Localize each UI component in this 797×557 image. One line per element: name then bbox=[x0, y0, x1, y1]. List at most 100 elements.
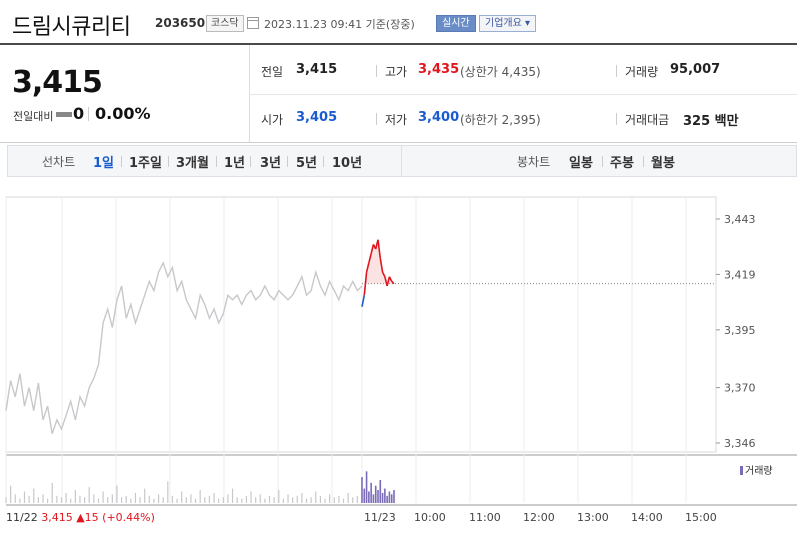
tab-separator bbox=[250, 156, 251, 167]
volume-bar-prev bbox=[342, 498, 345, 503]
volume-bar-prev bbox=[231, 488, 234, 503]
volume-bar-prev bbox=[130, 498, 132, 503]
prev-day-change-pct: (+0.44%) bbox=[102, 511, 155, 524]
price-chart[interactable]: 3,443 3,419 3,395 3,370 3,346 11/23 10:00 11:00… bbox=[0, 177, 797, 557]
tab-1year[interactable]: 1년 bbox=[224, 156, 246, 171]
prev-close-label: 전일 bbox=[261, 65, 284, 79]
volume-bar-prev bbox=[33, 488, 35, 503]
tab-separator bbox=[168, 156, 169, 167]
volume-bar-prev bbox=[153, 498, 155, 503]
volume-bar-prev bbox=[268, 495, 271, 503]
volume-bar-today bbox=[365, 471, 368, 503]
realtime-button[interactable]: 실시간 bbox=[436, 15, 476, 32]
volume-bar-prev bbox=[83, 497, 86, 503]
volume-bar-prev bbox=[167, 481, 169, 503]
volume-bar-prev bbox=[255, 497, 257, 503]
open-label: 시가 bbox=[261, 113, 284, 127]
tabs-group-divider bbox=[401, 146, 402, 176]
volume-bar-prev bbox=[79, 495, 81, 503]
series-today-segment bbox=[377, 239, 382, 259]
change-value: 0 bbox=[73, 104, 85, 123]
volume-bar-prev bbox=[74, 490, 76, 503]
tab-3year[interactable]: 3년 bbox=[260, 156, 282, 171]
chart-tabs-bar: 선차트 1일 1주일 3개월 1년 3년 5년 10년 봉차트 일봉 주봉 월봉 bbox=[7, 145, 797, 177]
y-tick-label: 3,395 bbox=[724, 324, 756, 337]
tab-10year[interactable]: 10년 bbox=[332, 156, 363, 171]
tab-3month[interactable]: 3개월 bbox=[176, 156, 209, 171]
open-value: 3,405 bbox=[296, 110, 338, 125]
volume-bar-prev bbox=[125, 495, 127, 503]
volume-bar-prev bbox=[47, 498, 49, 503]
tab-daily-candle[interactable]: 일봉 bbox=[569, 156, 593, 171]
volume-bar-prev bbox=[148, 495, 150, 503]
volume-bar-prev bbox=[51, 482, 53, 503]
volume-bar-prev bbox=[42, 494, 44, 503]
volume-bar-prev bbox=[296, 495, 298, 503]
change-separator bbox=[88, 107, 89, 121]
x-tick-label: 15:00 bbox=[685, 511, 717, 524]
x-tick-label: 14:00 bbox=[631, 511, 663, 524]
volume-bar-prev bbox=[213, 492, 215, 503]
line-chart-label: 선차트 bbox=[42, 155, 76, 169]
volume-bar-prev bbox=[310, 497, 312, 503]
volume-bar-prev bbox=[70, 498, 72, 503]
volume-bar-prev bbox=[144, 488, 146, 503]
volume-bar-prev bbox=[199, 490, 201, 503]
volume-bar-today bbox=[372, 494, 375, 503]
datetime-text: 2023.11.23 09:41 기준(장중) bbox=[264, 18, 415, 31]
volume-value: 95,007 bbox=[670, 62, 721, 77]
volume-bar-prev bbox=[116, 485, 118, 503]
volume-label: 거래량 bbox=[625, 65, 659, 79]
volume-bar-prev bbox=[185, 497, 187, 503]
volume-bar-prev bbox=[241, 498, 243, 503]
amount-value: 325 백만 bbox=[683, 114, 739, 129]
company-info-button[interactable]: 기업개요 ▾ bbox=[479, 15, 536, 32]
volume-bar-prev bbox=[324, 498, 326, 503]
series-today-segment bbox=[363, 272, 368, 296]
volume-bar-prev bbox=[319, 495, 321, 503]
volume-bar-prev bbox=[134, 492, 137, 503]
high-label: 고가 bbox=[385, 65, 408, 79]
tab-1day[interactable]: 1일 bbox=[93, 156, 115, 171]
volume-bar-prev bbox=[162, 497, 164, 503]
volume-bar-prev bbox=[157, 494, 160, 503]
volume-bar-prev bbox=[333, 497, 335, 503]
change-percent: 0.00% bbox=[95, 104, 151, 123]
volume-bar-prev bbox=[194, 498, 197, 503]
volume-bar-prev bbox=[292, 497, 294, 503]
volume-bar-today bbox=[361, 477, 363, 503]
series-today-area bbox=[362, 239, 394, 284]
current-price: 3,415 bbox=[12, 65, 103, 100]
volume-bar-prev bbox=[111, 494, 113, 503]
y-tick-label: 3,346 bbox=[724, 437, 756, 450]
prev-day-date: 11/22 bbox=[6, 511, 38, 524]
upper-limit: (상한가 4,435) bbox=[460, 65, 541, 79]
tab-separator bbox=[602, 156, 603, 167]
volume-bar-prev bbox=[181, 491, 183, 503]
volume-bar-prev bbox=[356, 495, 358, 503]
volume-bar-today bbox=[381, 492, 384, 503]
cell-separator bbox=[616, 65, 617, 77]
volume-bar-prev bbox=[352, 497, 354, 503]
tab-separator bbox=[287, 156, 288, 167]
series-today-segment bbox=[370, 244, 375, 254]
volume-bar-prev bbox=[176, 498, 178, 503]
stock-code: 203650 bbox=[155, 16, 206, 30]
volume-bar-prev bbox=[315, 491, 317, 503]
stock-title: 드림시큐리티 bbox=[12, 15, 131, 40]
series-today-segment bbox=[386, 276, 391, 287]
volume-bar-prev bbox=[19, 498, 21, 503]
volume-bar-prev bbox=[88, 487, 90, 503]
volume-bar-prev bbox=[139, 497, 141, 503]
volume-bar-prev bbox=[273, 497, 275, 503]
tab-1week[interactable]: 1주일 bbox=[129, 156, 162, 171]
candle-chart-label: 봉차트 bbox=[517, 155, 551, 169]
volume-bar-prev bbox=[56, 495, 58, 503]
tab-monthly-candle[interactable]: 월봉 bbox=[651, 156, 675, 171]
volume-bar-prev bbox=[329, 494, 331, 503]
tab-separator bbox=[323, 156, 324, 167]
tab-5year[interactable]: 5년 bbox=[296, 156, 318, 171]
volume-bar-today bbox=[393, 490, 395, 503]
volume-bar-prev bbox=[208, 495, 211, 503]
tab-weekly-candle[interactable]: 주봉 bbox=[610, 156, 634, 171]
